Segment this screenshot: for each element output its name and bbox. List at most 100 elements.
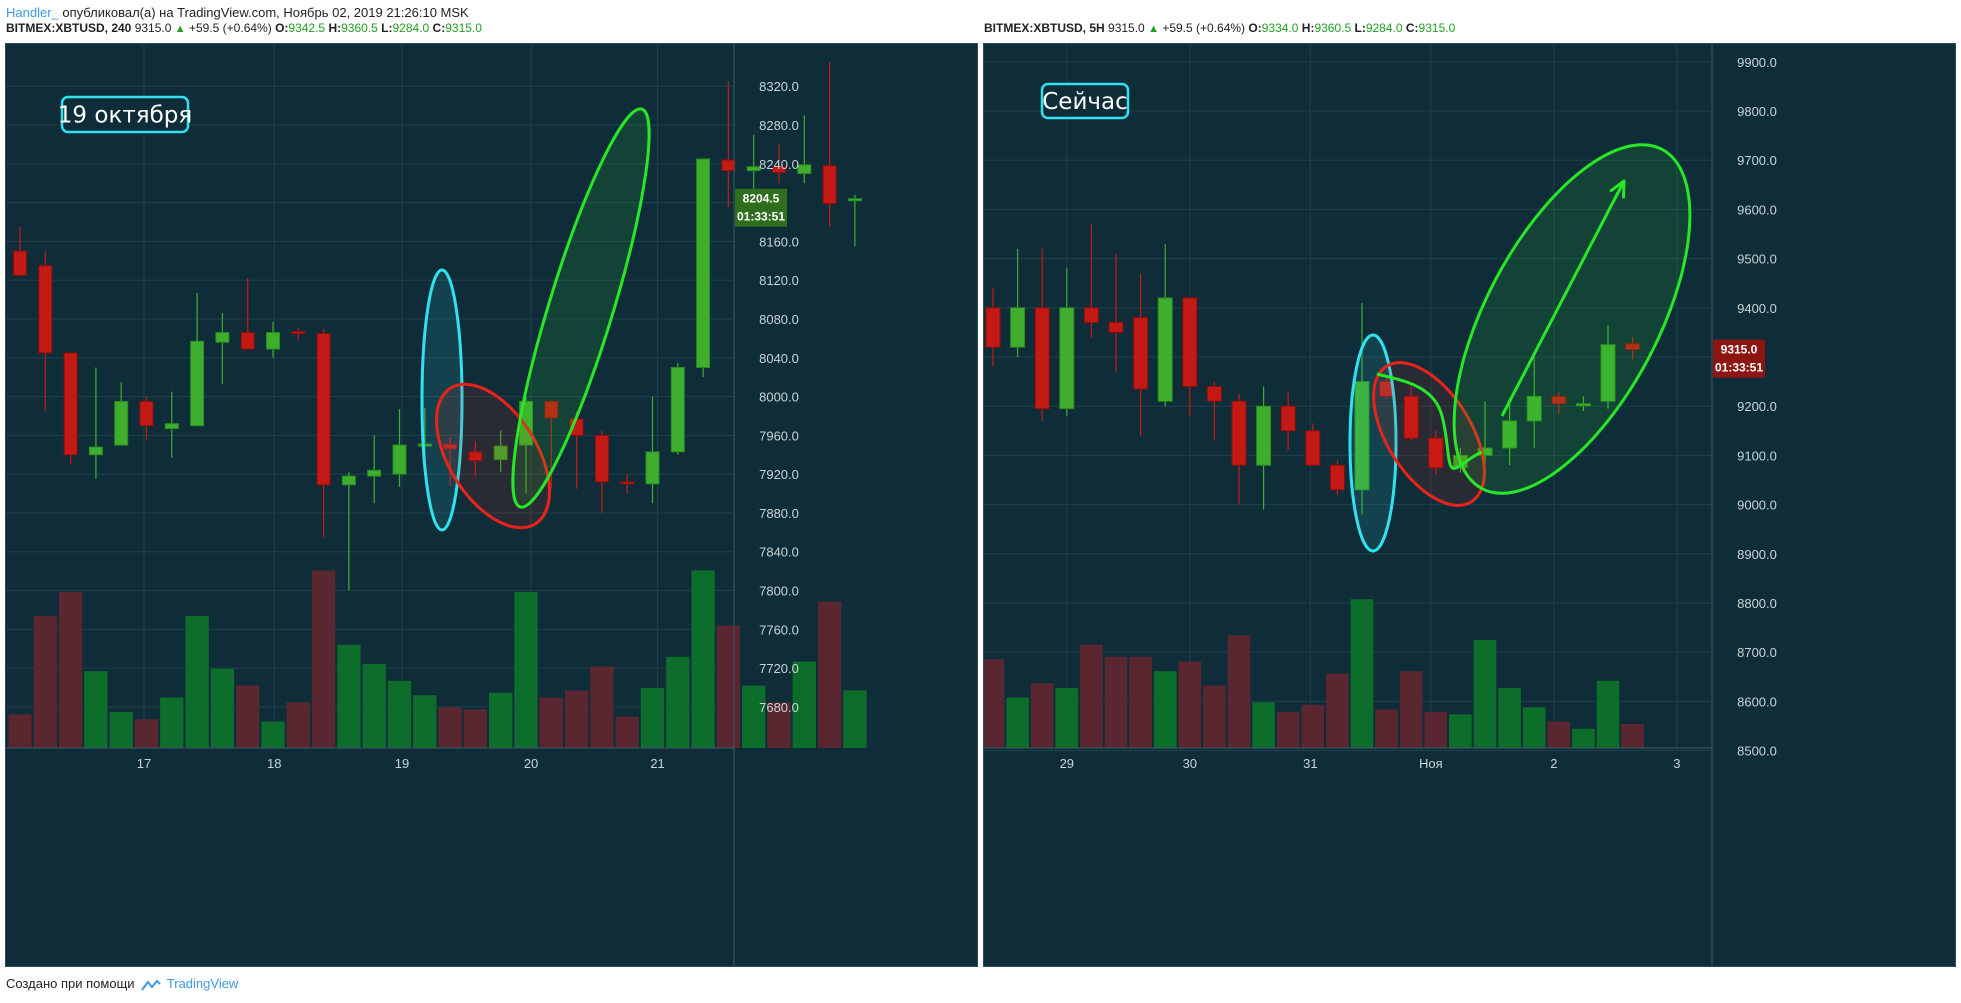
volume-bar [742,685,766,748]
volume-bar [1547,721,1571,748]
volume-bar [337,644,361,748]
candle [1083,224,1099,338]
volume-bar [236,685,260,748]
volume-bar [33,616,57,748]
x-tick-label: 17 [137,756,151,771]
volume-bar [716,625,741,748]
volume-bar [590,666,614,748]
left-chart[interactable]: 17 18 19 20 21 7680.0 7720.0 7760.0 7800.0 7840.0… [6,44,978,967]
candle-body [847,198,862,202]
volume-bar [640,688,665,748]
candle [1526,352,1542,449]
candle-body [139,400,154,427]
candle [620,474,635,494]
price-tag-bg [1713,339,1765,378]
candle-body [620,481,635,485]
left-l-label: L: [381,21,393,35]
left-high: 9360.5 [341,21,378,35]
volume-bar [134,719,159,748]
volume-bar [1080,644,1103,748]
candle-body [1083,307,1099,324]
candle-body [417,443,432,447]
volume-bar [160,697,184,748]
volume-bar [438,707,462,748]
candle [1502,398,1518,466]
left-chart-panel[interactable]: 17 18 19 20 21 7680.0 7720.0 7760.0 7800.0 7840.0… [5,43,978,967]
x-tick-label: 18 [267,756,281,771]
publish-info: Handler_ опубликовал(а) на TradingView.c… [6,5,469,20]
candle [1059,268,1075,417]
candle [139,396,154,441]
y-tick-label: 9700.0 [1737,153,1777,168]
candle-body [1133,317,1149,390]
candle [1403,386,1419,441]
candle-body [1059,307,1075,410]
y-tick-label: 9500.0 [1737,252,1777,267]
right-chart-panel[interactable]: 29 30 31 Ноя 2 3 8500.0 8600.0 8700.0 8800.0 8900.… [983,43,1956,967]
author-link[interactable]: Handler_ [6,5,59,20]
candle-body [38,265,53,354]
candle-body [1526,395,1542,422]
candle [1379,376,1395,399]
candle-body [1280,405,1296,432]
volume-bar [1572,728,1595,748]
right-symbol-line: BITMEX:XBTUSD, 5H 9315.0 ▲ +59.5 (+0.64%… [984,21,1455,35]
candle-body [1575,403,1591,407]
candle-body [1256,405,1272,466]
volume-bar [1621,724,1644,748]
candle [645,396,660,504]
candle-body [645,451,660,485]
price-tag-value: 8204.5 [743,192,780,206]
candle-body [316,333,331,486]
y-tick-label: 7760.0 [759,622,799,637]
candle-body [13,250,27,276]
left-close: 9315.0 [445,21,482,35]
volume-bar [1252,702,1275,748]
annotations [1348,143,1692,553]
volume-bar [1203,685,1226,748]
candle-body [443,443,458,450]
right-c-label: C: [1405,21,1419,35]
right-chart[interactable]: 29 30 31 Ноя 2 3 8500.0 8600.0 8700.0 8800.0 8900.… [984,44,1956,967]
right-l-label: L: [1354,21,1366,35]
y-tick-labels: 8500.0 8600.0 8700.0 8800.0 8900.0 9000.0 9100… [1737,55,1777,759]
volume-bar [1301,704,1325,748]
candle-body [1034,307,1050,410]
y-tick-label: 8080.0 [759,312,799,327]
candle-body [1231,400,1247,466]
highlight-ellipse [1372,361,1486,507]
candle [721,81,736,208]
y-tick-label: 7680.0 [759,700,799,715]
candle-body [1625,343,1641,351]
candle-body [594,434,609,483]
left-symbol: BITMEX:XBTUSD, 240 [6,21,132,35]
y-tick-label: 8800.0 [1737,596,1777,611]
right-h-label: H: [1301,21,1315,35]
tradingview-link[interactable]: TradingView [166,976,239,991]
volume-bar [8,714,32,748]
candle-body [392,444,407,475]
candle-body [1551,395,1567,405]
trend-curve [1376,372,1483,470]
candle [772,144,786,184]
candle [1551,391,1567,414]
footer-text: Создано при помощи [6,976,135,991]
price-tag-value: 9315.0 [1721,343,1758,357]
y-tick-label: 9100.0 [1737,448,1777,463]
volume-bar [1522,707,1546,748]
candle-body [1010,307,1026,348]
candle [63,352,78,465]
candles [985,224,1641,515]
annotation-label: 19 октября [58,95,192,134]
candle-body [190,340,205,427]
volume-bar [984,659,1005,748]
candle [392,409,407,487]
candle [443,437,458,486]
volume-bars [8,570,867,748]
y-tick-label: 8040.0 [759,351,799,366]
volume-bar [1030,683,1054,748]
price-tag-timer: 01:33:51 [737,210,785,224]
y-tick-label: 8700.0 [1737,645,1777,660]
candle [164,391,179,458]
left-o-label: O: [275,21,289,35]
